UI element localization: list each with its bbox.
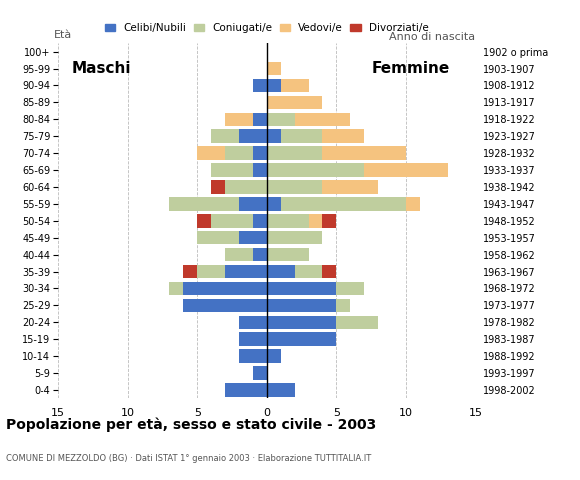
- Text: Popolazione per età, sesso e stato civile - 2003: Popolazione per età, sesso e stato civil…: [6, 418, 376, 432]
- Bar: [239, 349, 267, 363]
- Bar: [183, 282, 267, 295]
- Bar: [309, 214, 322, 228]
- Bar: [253, 146, 267, 160]
- Bar: [322, 214, 336, 228]
- Bar: [211, 163, 253, 177]
- Bar: [322, 130, 364, 143]
- Bar: [197, 146, 225, 160]
- Bar: [239, 315, 267, 329]
- Bar: [281, 79, 309, 92]
- Bar: [267, 214, 309, 228]
- Bar: [336, 315, 378, 329]
- Bar: [267, 96, 322, 109]
- Bar: [225, 265, 267, 278]
- Bar: [183, 265, 197, 278]
- Bar: [267, 299, 336, 312]
- Bar: [267, 130, 281, 143]
- Bar: [253, 112, 267, 126]
- Bar: [267, 248, 309, 262]
- Text: Femmine: Femmine: [371, 61, 450, 76]
- Bar: [211, 214, 253, 228]
- Bar: [267, 197, 281, 211]
- Bar: [239, 231, 267, 244]
- Bar: [267, 146, 322, 160]
- Bar: [211, 180, 225, 194]
- Bar: [295, 265, 322, 278]
- Bar: [267, 112, 295, 126]
- Bar: [267, 315, 336, 329]
- Bar: [225, 180, 267, 194]
- Bar: [239, 130, 267, 143]
- Bar: [267, 79, 281, 92]
- Bar: [336, 282, 364, 295]
- Text: Età: Età: [54, 30, 72, 40]
- Bar: [225, 146, 253, 160]
- Bar: [364, 163, 448, 177]
- Bar: [267, 163, 364, 177]
- Bar: [336, 299, 350, 312]
- Bar: [267, 333, 336, 346]
- Bar: [267, 231, 322, 244]
- Bar: [406, 197, 420, 211]
- Bar: [267, 282, 336, 295]
- Bar: [322, 180, 378, 194]
- Legend: Celibi/Nubili, Coniugati/e, Vedovi/e, Divorziati/e: Celibi/Nubili, Coniugati/e, Vedovi/e, Di…: [102, 20, 432, 36]
- Bar: [169, 282, 183, 295]
- Bar: [225, 383, 267, 396]
- Bar: [225, 112, 253, 126]
- Bar: [197, 265, 225, 278]
- Bar: [211, 130, 239, 143]
- Bar: [267, 349, 281, 363]
- Bar: [281, 130, 322, 143]
- Bar: [322, 265, 336, 278]
- Text: COMUNE DI MEZZOLDO (BG) · Dati ISTAT 1° gennaio 2003 · Elaborazione TUTTITALIA.I: COMUNE DI MEZZOLDO (BG) · Dati ISTAT 1° …: [6, 454, 371, 463]
- Bar: [253, 163, 267, 177]
- Bar: [267, 180, 322, 194]
- Bar: [267, 62, 281, 75]
- Bar: [239, 333, 267, 346]
- Bar: [197, 231, 239, 244]
- Bar: [253, 366, 267, 380]
- Bar: [253, 248, 267, 262]
- Text: Maschi: Maschi: [72, 61, 132, 76]
- Bar: [267, 265, 295, 278]
- Bar: [253, 79, 267, 92]
- Text: Anno di nascita: Anno di nascita: [390, 33, 476, 43]
- Bar: [322, 146, 406, 160]
- Bar: [267, 383, 295, 396]
- Bar: [169, 197, 239, 211]
- Bar: [239, 197, 267, 211]
- Bar: [281, 197, 406, 211]
- Bar: [197, 214, 211, 228]
- Bar: [253, 214, 267, 228]
- Bar: [183, 299, 267, 312]
- Bar: [295, 112, 350, 126]
- Bar: [225, 248, 253, 262]
